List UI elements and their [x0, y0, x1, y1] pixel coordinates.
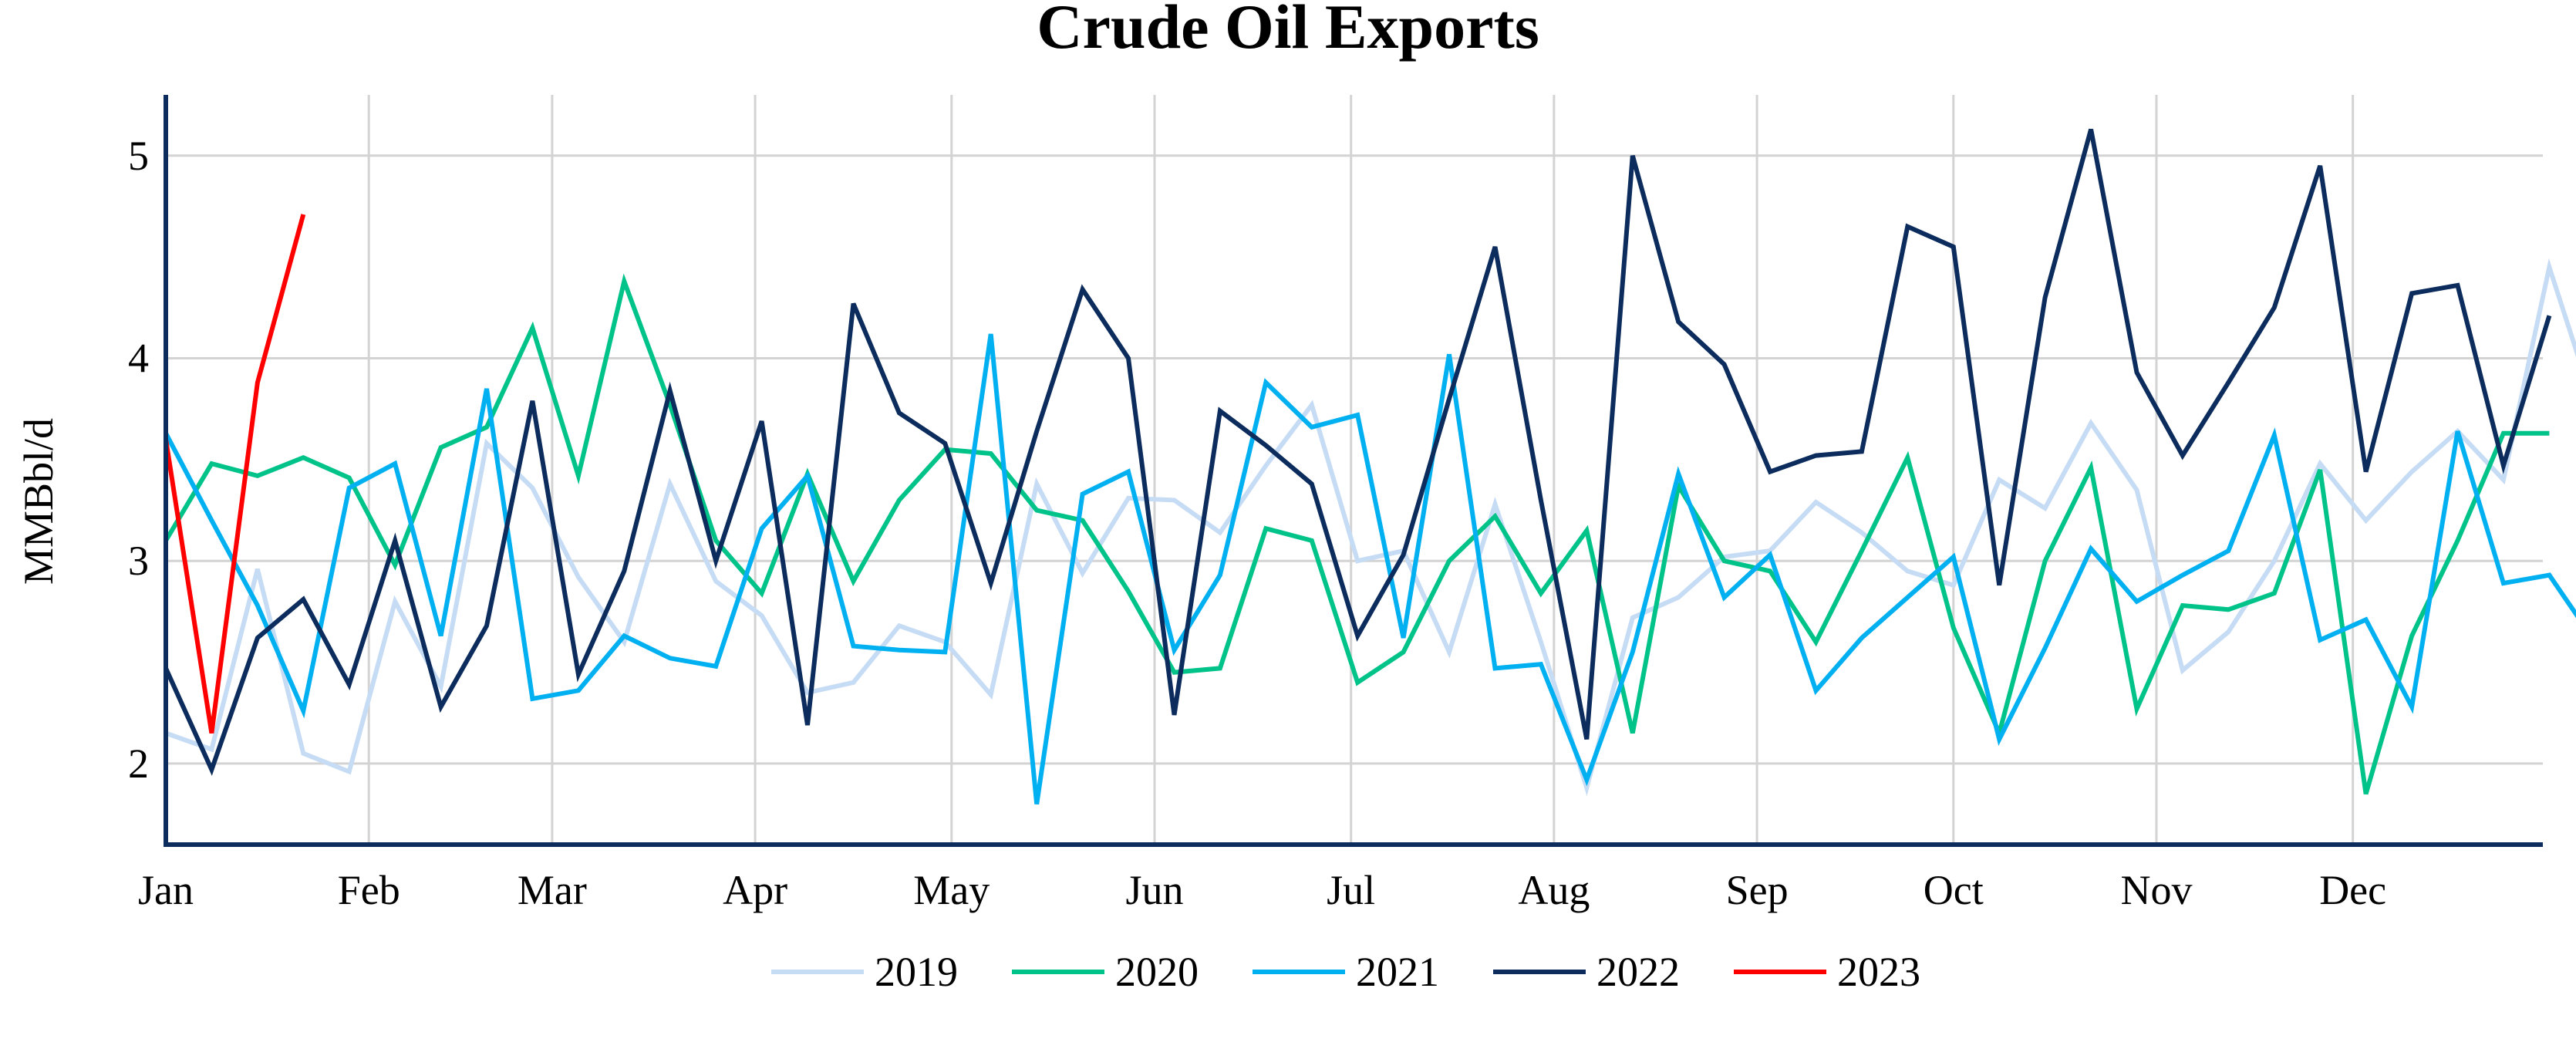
x-tick-label: Nov: [2120, 867, 2192, 913]
x-tick-label: Jun: [1125, 867, 1183, 913]
x-tick-label: Oct: [1924, 867, 1984, 913]
legend-label-2020: 2020: [1115, 949, 1199, 995]
x-tick-label: Feb: [338, 867, 400, 913]
legend-label-2019: 2019: [875, 949, 958, 995]
x-tick-label: Aug: [1518, 867, 1590, 913]
chart-title: Crude Oil Exports: [1037, 0, 1539, 62]
legend-label-2021: 2021: [1356, 949, 1439, 995]
x-tick-label: Dec: [2319, 867, 2386, 913]
x-tick-label: Jul: [1327, 867, 1375, 913]
x-tick-label: Jan: [138, 867, 194, 913]
legend-label-2023: 2023: [1837, 949, 1920, 995]
y-tick-label: 5: [128, 133, 149, 179]
x-tick-label: Apr: [723, 867, 787, 913]
y-tick-label: 3: [128, 538, 149, 584]
y-tick-label: 4: [128, 336, 149, 382]
series-line-2023: [164, 214, 306, 734]
x-tick-label: Sep: [1726, 867, 1789, 913]
series-line-2020: [164, 273, 2550, 795]
series-line-2021: [164, 333, 2576, 804]
x-tick-label: May: [913, 867, 990, 913]
series-line-2022: [164, 128, 2552, 776]
series-line-2019: [165, 258, 2576, 797]
x-tick-label: Mar: [518, 867, 587, 913]
y-tick-label: 2: [128, 740, 149, 787]
legend-label-2022: 2022: [1597, 949, 1680, 995]
y-axis-label: MMBbl/d: [15, 418, 62, 585]
